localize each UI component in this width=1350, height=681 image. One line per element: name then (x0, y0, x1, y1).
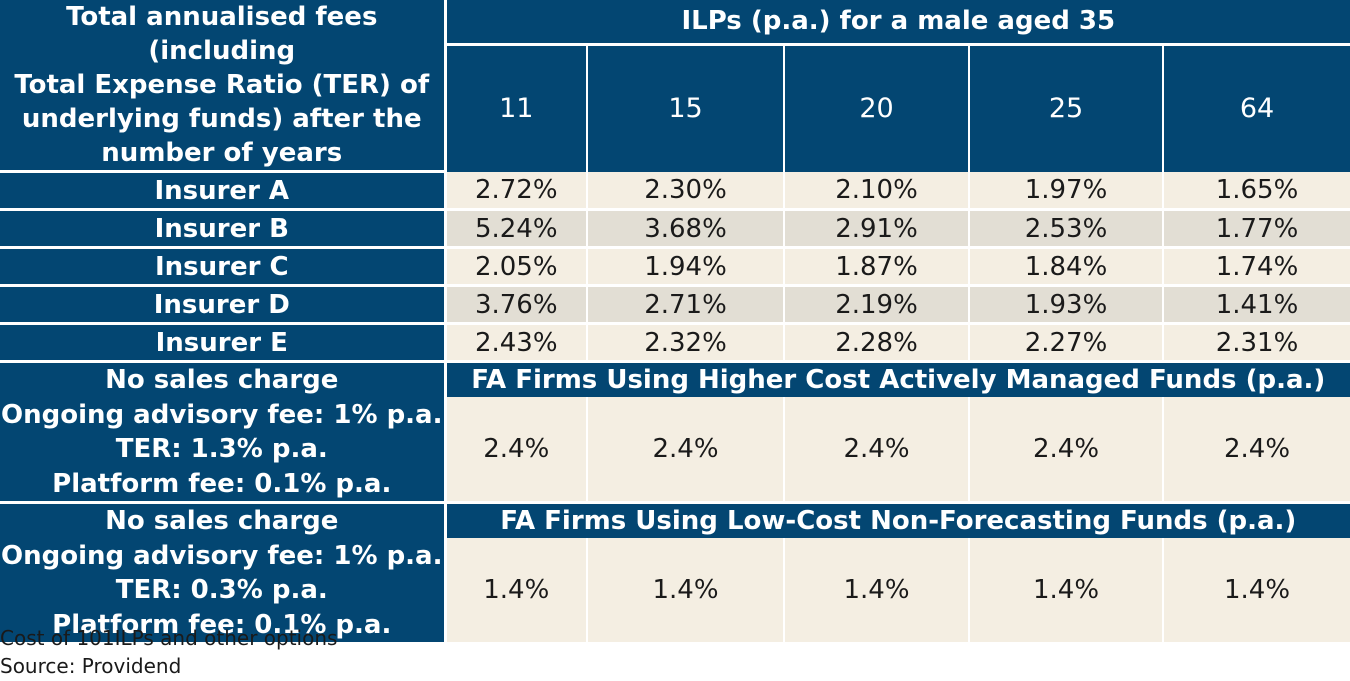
fee-cell: 2.05% (445, 247, 588, 287)
fee-cell: 1.93% (969, 285, 1164, 325)
corner-header-line: number of years (101, 138, 343, 168)
insurer-name: Insurer C (0, 247, 447, 287)
fee-cell: 2.32% (587, 323, 785, 363)
fee-cell: 2.72% (445, 171, 588, 211)
fee-cell: 2.4% (969, 397, 1164, 504)
insurer-name: Insurer B (0, 209, 447, 249)
fee-cell: 2.28% (784, 323, 970, 363)
corner-header-line: Total Expense Ratio (TER) of (14, 70, 430, 100)
fees-comparison-table: Total annualised fees (including Total E… (0, 0, 1350, 642)
fa-label-line: Ongoing advisory fee: 1% p.a. (1, 540, 443, 571)
table-row: Insurer E 2.43% 2.32% 2.28% 2.27% 2.31% (0, 323, 1350, 363)
fee-cell: 2.27% (969, 323, 1164, 363)
corner-header-line: Total annualised fees (including (66, 2, 378, 66)
fee-cell: 1.4% (1163, 538, 1350, 642)
fa-section-title: FA Firms Using Higher Cost Actively Mana… (445, 361, 1350, 397)
fa-option-label: No sales charge Ongoing advisory fee: 1%… (0, 361, 447, 504)
fee-cell: 2.4% (784, 397, 970, 504)
fee-cell: 1.41% (1163, 285, 1350, 325)
fee-cell: 1.4% (784, 538, 970, 642)
fa-label-line: TER: 0.3% p.a. (115, 575, 328, 605)
fa-label-line: TER: 1.3% p.a. (115, 434, 328, 464)
fa-label-line: No sales charge (105, 365, 339, 395)
fees-table-container: Total annualised fees (including Total E… (0, 0, 1350, 642)
year-header: 11 (445, 44, 588, 172)
fee-cell: 2.10% (784, 171, 970, 211)
table-row: 2.4% 2.4% 2.4% 2.4% 2.4% (0, 397, 1350, 504)
corner-header: Total annualised fees (including Total E… (0, 0, 447, 173)
fee-cell: 1.4% (445, 538, 588, 642)
insurer-name: Insurer E (0, 323, 447, 363)
fee-cell: 1.94% (587, 247, 785, 287)
table-row: Insurer C 2.05% 1.94% 1.87% 1.84% 1.74% (0, 247, 1350, 287)
fee-cell: 3.68% (587, 209, 785, 249)
fee-cell: 1.77% (1163, 209, 1350, 249)
fee-cell: 1.4% (969, 538, 1164, 642)
year-header: 15 (587, 44, 785, 172)
fee-cell: 1.65% (1163, 171, 1350, 211)
table-caption: Cost of 101ILPs and other options (0, 626, 338, 650)
fa-label-line: Platform fee: 0.1% p.a. (52, 609, 392, 640)
fee-cell: 5.24% (445, 209, 588, 249)
fee-cell: 1.74% (1163, 247, 1350, 287)
ilp-title: ILPs (p.a.) for a male aged 35 (445, 0, 1350, 46)
table-row: Insurer D 3.76% 2.71% 2.19% 1.93% 1.41% (0, 285, 1350, 325)
fee-cell: 2.4% (587, 397, 785, 504)
corner-header-line: underlying funds) after the (21, 104, 422, 134)
fee-cell: 2.31% (1163, 323, 1350, 363)
table-row: Insurer B 5.24% 3.68% 2.91% 2.53% 1.77% (0, 209, 1350, 249)
fee-cell: 2.4% (1163, 397, 1350, 504)
fa-label-line: Platform fee: 0.1% p.a. (52, 468, 392, 499)
table-row: Insurer A 2.72% 2.30% 2.10% 1.97% 1.65% (0, 171, 1350, 211)
year-header: 25 (969, 44, 1164, 172)
fee-cell: 1.84% (969, 247, 1164, 287)
year-header: 64 (1163, 44, 1350, 172)
insurer-name: Insurer D (0, 285, 447, 325)
fa-section-title: FA Firms Using Low-Cost Non-Forecasting … (445, 502, 1350, 538)
fee-cell: 2.91% (784, 209, 970, 249)
year-header: 20 (784, 44, 970, 172)
fa-option-label: No sales charge Ongoing advisory fee: 1%… (0, 502, 447, 642)
fee-cell: 2.53% (969, 209, 1164, 249)
fee-cell: 2.43% (445, 323, 588, 363)
insurer-name: Insurer A (0, 171, 447, 211)
fee-cell: 1.87% (784, 247, 970, 287)
fa-label-line: No sales charge (105, 506, 339, 536)
table-row: 1.4% 1.4% 1.4% 1.4% 1.4% (0, 538, 1350, 642)
source-note: Source: Providend (0, 654, 182, 678)
fa-label-line: Ongoing advisory fee: 1% p.a. (1, 399, 443, 430)
fa-section-title-row: No sales charge Ongoing advisory fee: 1%… (0, 502, 1350, 642)
fee-cell: 2.71% (587, 285, 785, 325)
fee-cell: 3.76% (445, 285, 588, 325)
fee-cell: 1.97% (969, 171, 1164, 211)
fee-cell: 2.4% (445, 397, 588, 504)
years-row: 11 15 20 25 64 (0, 44, 1350, 172)
fee-cell: 2.19% (784, 285, 970, 325)
fa-section-title-row: No sales charge Ongoing advisory fee: 1%… (0, 361, 1350, 504)
fee-cell: 1.4% (587, 538, 785, 642)
fee-cell: 2.30% (587, 171, 785, 211)
